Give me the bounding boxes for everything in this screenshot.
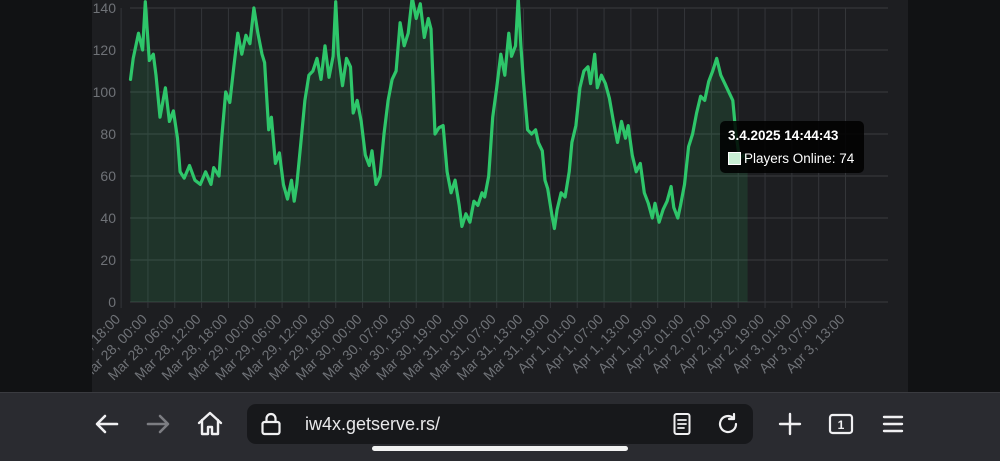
y-tick-label: 0 <box>108 294 116 310</box>
y-tick-label: 40 <box>100 210 116 226</box>
y-tick-label: 140 <box>93 0 117 16</box>
forward-button[interactable] <box>141 407 175 441</box>
y-tick-label: 120 <box>93 42 117 58</box>
new-tab-button[interactable] <box>773 407 807 441</box>
y-tick-label: 60 <box>100 168 116 184</box>
menu-icon <box>876 407 910 441</box>
y-tick-label: 100 <box>93 84 117 100</box>
players-online-area <box>131 0 748 302</box>
url-text[interactable]: iw4x.getserve.rs/ <box>305 414 440 435</box>
address-bar[interactable]: iw4x.getserve.rs/ <box>247 404 753 444</box>
back-arrow-icon <box>90 407 124 441</box>
reload-icon[interactable] <box>715 411 741 437</box>
tooltip-value-label: Players Online: 74 <box>744 151 854 166</box>
reader-mode-icon[interactable] <box>671 412 693 436</box>
forward-arrow-icon <box>141 407 175 441</box>
home-indicator <box>372 446 628 451</box>
y-tick-label: 20 <box>100 252 116 268</box>
tabs-button[interactable]: 1 <box>824 407 858 441</box>
tabs-icon: 1 <box>824 407 858 441</box>
tab-count: 1 <box>838 418 845 432</box>
tooltip-series-row: Players Online: 74 <box>728 151 854 166</box>
back-button[interactable] <box>90 407 124 441</box>
y-tick-label: 80 <box>100 126 116 142</box>
tooltip-timestamp: 3.4.2025 14:44:43 <box>728 128 838 143</box>
chart-tooltip: 3.4.2025 14:44:43 Players Online: 74 <box>720 121 864 173</box>
menu-button[interactable] <box>876 407 910 441</box>
tooltip-color-swatch <box>728 152 741 165</box>
home-icon <box>193 407 227 441</box>
home-button[interactable] <box>193 407 227 441</box>
plus-icon <box>773 407 807 441</box>
lock-icon <box>259 411 283 437</box>
